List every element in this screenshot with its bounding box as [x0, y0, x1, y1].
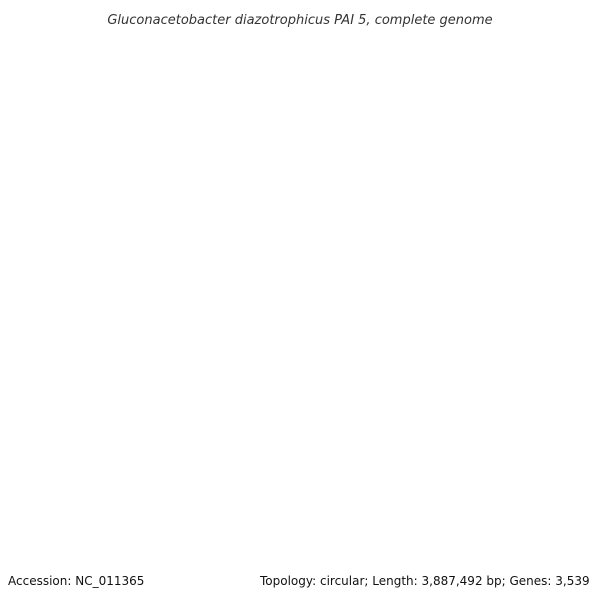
genome-stats-text: Topology: circular; Length: 3,887,492 bp…	[260, 574, 590, 588]
accession-text: Accession: NC_011365	[8, 574, 145, 588]
map-title: Gluconacetobacter diazotrophicus PAI 5, …	[107, 13, 492, 28]
